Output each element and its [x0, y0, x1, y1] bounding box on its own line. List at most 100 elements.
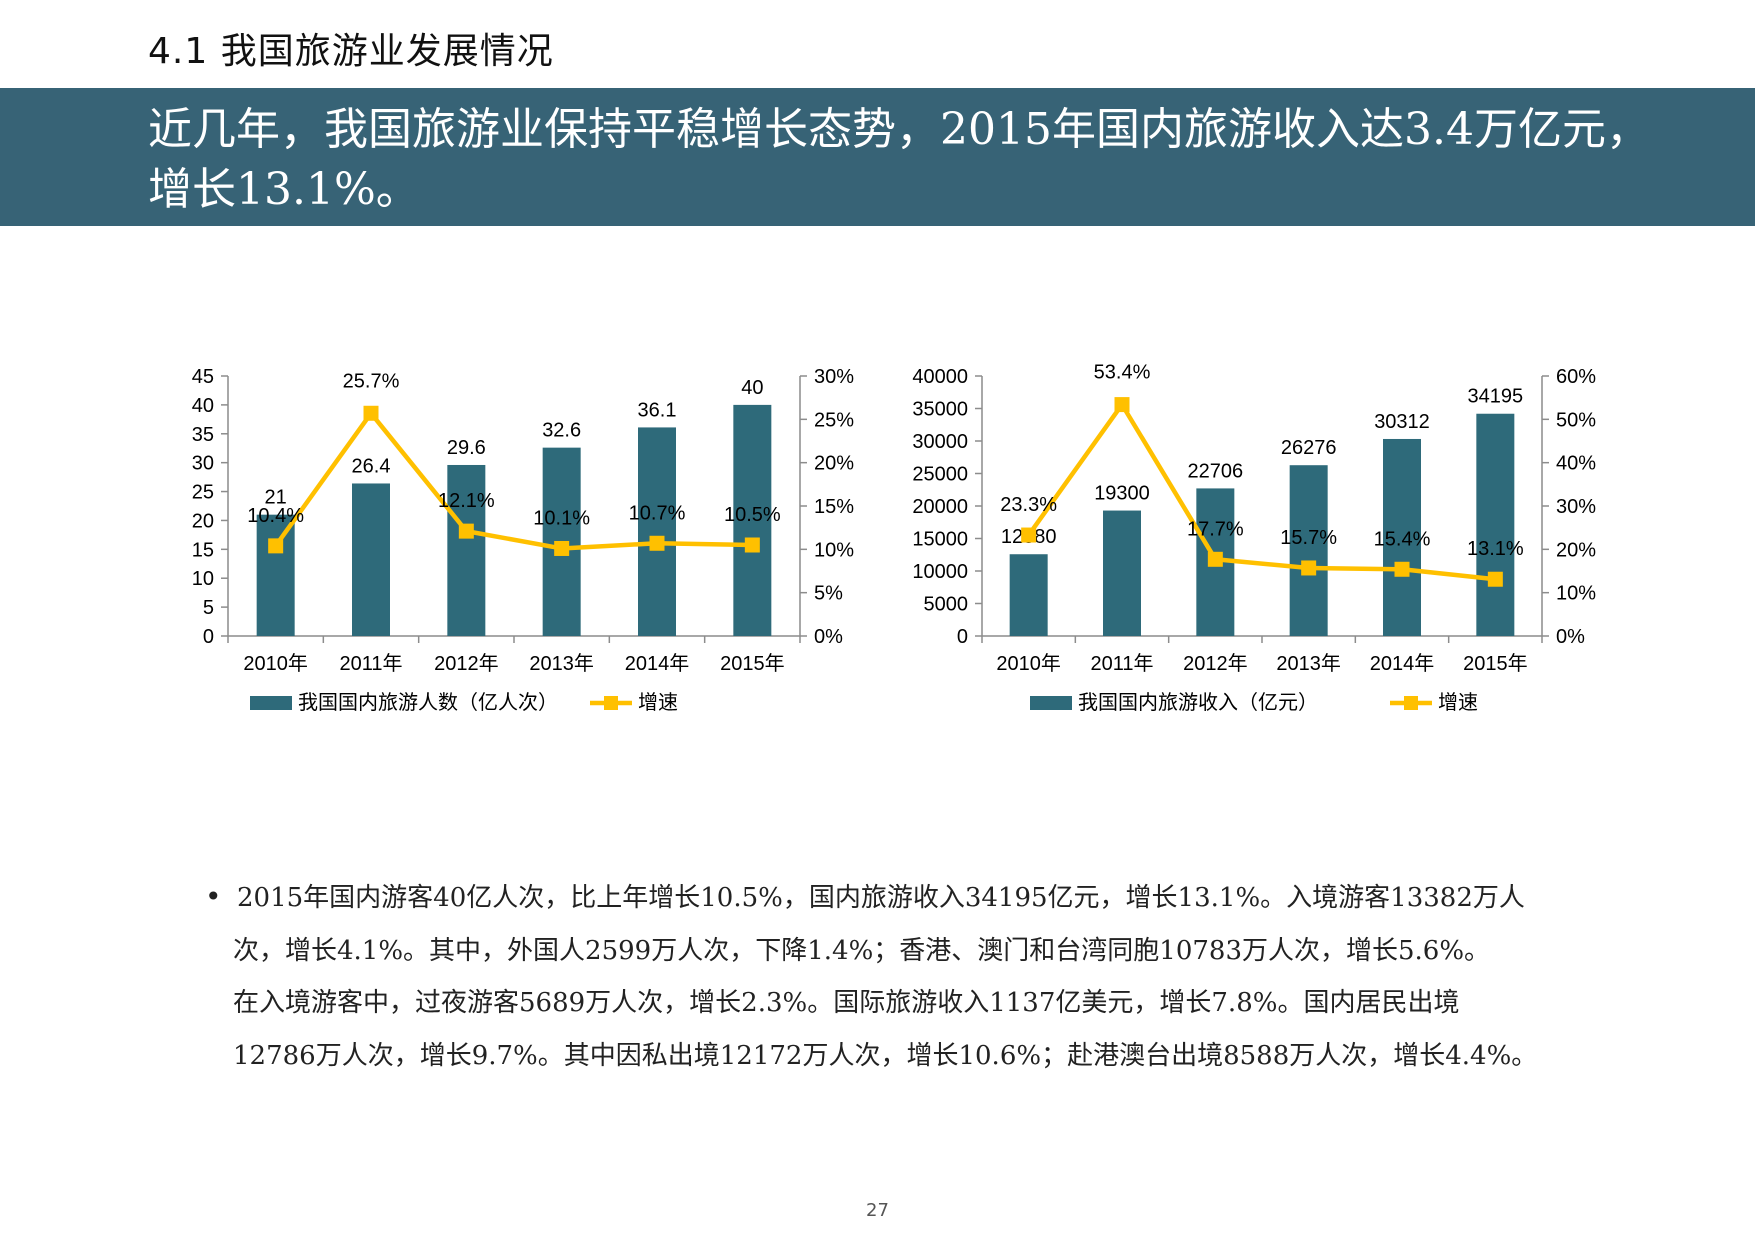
x-tick-label: 2010年: [996, 652, 1060, 675]
y2-tick-label: 20%: [1556, 539, 1596, 561]
y-tick-label: 40: [192, 395, 214, 417]
growth-point: [458, 523, 474, 539]
growth-data-label: 23.3%: [1000, 494, 1057, 516]
y-tick-label: 15000: [912, 529, 968, 551]
body-line-1: 2015年国内游客40亿人次，比上年增长10.5%，国内旅游收入34195亿元，…: [237, 883, 1525, 913]
growth-data-label: 10.4%: [247, 505, 304, 527]
y-tick-label: 5000: [924, 594, 969, 616]
bar-data-label: 22706: [1188, 460, 1244, 482]
y-tick-label: 0: [203, 626, 214, 648]
bar-data-label: 21: [265, 487, 287, 509]
bar: [352, 483, 390, 636]
x-tick-label: 2014年: [1370, 652, 1435, 675]
growth-data-label: 10.1%: [533, 507, 590, 529]
bar: [447, 464, 486, 636]
y-tick-label: 35000: [912, 399, 968, 421]
y-tick-label: 30000: [912, 431, 968, 453]
y-tick-label: 10000: [912, 561, 968, 583]
bar: [1476, 413, 1515, 636]
body-line-3: 在入境游客中，过夜游客5689万人次，增长2.3%。国际旅游收入1137亿美元，…: [233, 988, 1460, 1018]
growth-data-label: 13.1%: [1467, 538, 1524, 560]
x-tick-label: 2013年: [529, 652, 594, 675]
y-tick-label: 15: [192, 539, 214, 561]
tourist-count-chart: 0 5 10 15 20 25 30 35 40 45 0% 5% 10% 15% 20% 25% 30% 201…: [192, 366, 854, 714]
y-tick-label: 30: [192, 453, 214, 475]
y-tick-label: 20: [192, 510, 214, 532]
x-tick-label: 2015年: [720, 652, 785, 675]
growth-data-label: 12.1%: [438, 490, 495, 512]
growth-data-label: 15.4%: [1374, 528, 1431, 550]
growth-point: [1207, 551, 1223, 567]
growth-data-label: 53.4%: [1094, 362, 1151, 384]
y-tick-label: 45: [192, 366, 214, 388]
y2-tick-label: 10%: [814, 539, 854, 561]
x-tick-label: 2011年: [1090, 652, 1153, 675]
bar: [1009, 554, 1048, 636]
bar-data-label: 29.6: [447, 437, 486, 459]
x-tick-label: 2013年: [1276, 652, 1341, 675]
y2-tick-label: 50%: [1556, 409, 1596, 431]
bar: [256, 514, 295, 636]
x-tick-label: 2012年: [434, 652, 499, 675]
growth-point: [1114, 397, 1130, 413]
growth-line: [273, 411, 753, 551]
y2-tick-label: 10%: [1556, 583, 1596, 605]
bullet-marker: •: [205, 880, 222, 913]
x-tick-label: 2010年: [243, 652, 308, 675]
x-tick-label: 2015年: [1463, 652, 1528, 675]
bar-data-label: 19300: [1094, 483, 1150, 505]
body-line-4: 12786万人次，增长9.7%。其中因私出境12172万人次，增长10.6%；赴…: [233, 1040, 1538, 1071]
growth-point: [1021, 527, 1037, 543]
legend-line-marker: [1404, 696, 1418, 710]
legend-bar-swatch: [1030, 696, 1072, 710]
legend-bar-label: 我国国内旅游收入（亿元）: [1078, 691, 1318, 714]
y-tick-label: 5: [203, 597, 214, 619]
bar: [1289, 465, 1328, 636]
y-tick-label: 20000: [912, 496, 968, 518]
y2-tick-label: 40%: [1556, 453, 1596, 475]
body-line-2: 次，增长4.1%。其中，外国人2599万人次，下降1.4%；香港、澳门和台湾同胞…: [233, 935, 1491, 966]
y2-tick-label: 0%: [1556, 626, 1585, 648]
y-tick-label: 0: [957, 626, 968, 648]
headline: 近几年，我国旅游业保持平稳增长态势，2015年国内旅游收入达3.4万亿元，增长1…: [148, 104, 1650, 215]
growth-point: [268, 538, 284, 554]
y2-tick-label: 30%: [814, 366, 854, 388]
growth-point: [1301, 560, 1317, 576]
growth-point: [744, 537, 760, 553]
growth-point: [363, 405, 379, 421]
legend-line-marker: [604, 696, 618, 710]
growth-point: [1487, 571, 1503, 587]
bar-data-label: 30312: [1374, 411, 1430, 433]
page-number: 27: [866, 1200, 889, 1221]
growth-data-label: 15.7%: [1280, 527, 1337, 549]
y2-tick-label: 0%: [814, 626, 843, 648]
section-title: 4.1 我国旅游业发展情况: [148, 31, 554, 72]
x-tick-label: 2012年: [1183, 652, 1248, 675]
bar: [1383, 438, 1421, 636]
body-text: 2015年国内游客40亿人次，比上年增长10.5%，国内旅游收入34195亿元，…: [205, 872, 1605, 1082]
growth-data-label: 17.7%: [1187, 518, 1244, 540]
legend-line-label: 增速: [638, 691, 678, 714]
growth-data-label: 10.7%: [629, 502, 686, 524]
bar-data-label: 26276: [1281, 437, 1337, 459]
growth-point: [649, 535, 665, 551]
x-tick-label: 2014年: [625, 652, 690, 675]
y-tick-label: 40000: [912, 366, 968, 388]
bar: [1103, 510, 1141, 636]
growth-data-label: 25.7%: [343, 370, 400, 392]
bar-data-label: 32.6: [542, 420, 581, 442]
legend-bar-label: 我国国内旅游人数（亿人次）: [298, 691, 558, 714]
legend-line-label: 增速: [1438, 691, 1478, 714]
legend-bar-swatch: [250, 696, 292, 710]
y-tick-label: 25000: [912, 464, 968, 486]
y-tick-label: 35: [192, 424, 214, 446]
bar: [638, 427, 676, 636]
y2-tick-label: 20%: [814, 453, 854, 475]
y2-tick-label: 60%: [1556, 366, 1596, 388]
y2-tick-label: 15%: [814, 496, 854, 518]
y-tick-label: 25: [192, 482, 214, 504]
tourism-revenue-chart: 0 5000 10000 15000 20000 25000 30000 35000 40000…: [912, 362, 1596, 714]
growth-point: [554, 540, 570, 556]
bar: [733, 404, 772, 636]
x-tick-label: 2011年: [339, 652, 402, 675]
